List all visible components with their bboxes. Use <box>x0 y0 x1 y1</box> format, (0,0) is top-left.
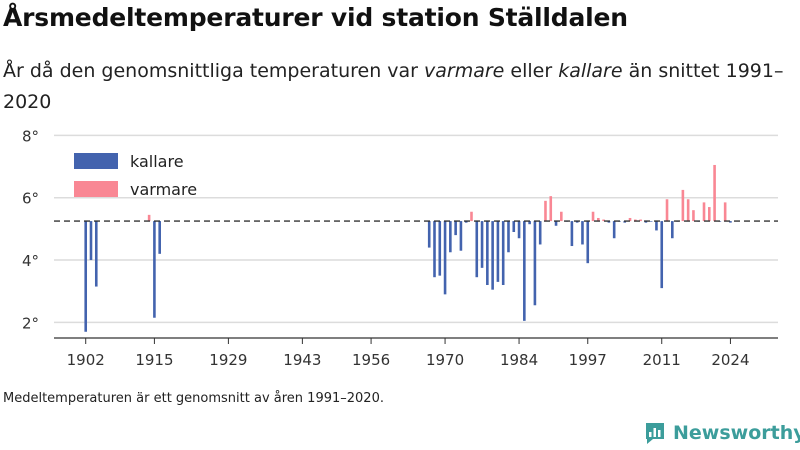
bar-kallare <box>501 221 505 285</box>
chart-title: Årsmedeltemperaturer vid station Ställda… <box>3 3 628 32</box>
bar-kallare <box>496 221 500 282</box>
bar-kallare <box>533 221 537 306</box>
y-tick-label: 4° <box>22 252 39 270</box>
bar-kallare <box>84 221 88 332</box>
bar-kallare <box>581 221 584 245</box>
bar-varmare <box>665 199 669 222</box>
bar-kallare <box>153 221 156 318</box>
bar-kallare <box>491 221 494 290</box>
bar-kallare <box>607 221 611 223</box>
bar-varmare <box>707 207 711 222</box>
x-tick-label: 1970 <box>426 351 464 369</box>
x-tick-label: 1915 <box>135 351 173 369</box>
bar-varmare <box>560 211 563 222</box>
bar-kallare <box>454 221 457 236</box>
footnote: Medeltemperaturen är ett genomsnitt av å… <box>3 391 384 406</box>
newsworthy-brand-name: Newsworthy <box>673 422 800 444</box>
bar-kallare <box>655 221 658 231</box>
bar-kallare <box>729 221 732 223</box>
bar-varmare <box>681 189 685 222</box>
bar-kallare <box>586 221 590 264</box>
x-tick-label: 1956 <box>352 351 390 369</box>
chart-subtitle: År då den genomsnittliga temperaturen va… <box>3 56 793 118</box>
bar-kallare <box>443 221 447 295</box>
bar-varmare <box>639 219 642 222</box>
y-tick-label: 6° <box>22 190 39 208</box>
bar-kallare <box>480 221 484 268</box>
bar-varmare <box>549 196 553 222</box>
bar-kallare <box>660 221 664 289</box>
subtitle-text: än snittet 1991–2020 <box>3 60 784 113</box>
bar-kallare <box>649 221 653 222</box>
bar-kallare <box>94 221 98 287</box>
bar-kallare <box>612 221 616 239</box>
legend-swatch-kallare <box>74 153 118 169</box>
legend-label-varmare: varmare <box>130 180 197 199</box>
bar-kallare <box>158 221 161 254</box>
legend-label-kallare: kallare <box>130 152 184 171</box>
bar-varmare <box>634 219 637 222</box>
legend-swatch-varmare <box>74 181 118 197</box>
bar-kallare <box>464 221 468 223</box>
bar-kallare <box>89 221 93 261</box>
bar-kallare <box>486 221 489 285</box>
bar-kallare <box>570 221 574 247</box>
bar-varmare <box>544 200 547 222</box>
bar-varmare <box>713 164 716 222</box>
bar-kallare <box>475 221 479 278</box>
bar-kallare <box>575 221 579 223</box>
bar-kallare <box>554 221 558 226</box>
bar-varmare <box>723 202 727 222</box>
bar-varmare <box>686 199 690 222</box>
bar-varmare <box>628 217 632 222</box>
bar-kallare <box>512 221 516 232</box>
bar-kallare <box>528 221 531 225</box>
bar-kallare <box>449 221 452 253</box>
y-tick-label: 8° <box>22 127 39 145</box>
bar-kallare <box>438 221 442 276</box>
x-tick-label: 2011 <box>643 351 681 369</box>
bar-varmare <box>591 211 595 222</box>
bar-varmare <box>702 202 706 222</box>
bar-varmare <box>597 217 600 222</box>
subtitle-colder: kallare <box>558 60 623 82</box>
subtitle-text: eller <box>504 60 559 82</box>
x-tick-label: 1943 <box>283 351 321 369</box>
subtitle-warmer: varmare <box>424 60 505 82</box>
y-tick-label: 2° <box>22 314 39 332</box>
x-tick-label: 1984 <box>500 351 538 369</box>
bar-kallare <box>517 221 521 239</box>
x-tick-label: 1929 <box>209 351 247 369</box>
newsworthy-logo-icon <box>646 423 664 444</box>
bar-kallare <box>538 221 542 245</box>
newsworthy-logo[interactable]: Newsworthy <box>644 419 800 447</box>
bar-varmare <box>470 211 473 222</box>
x-tick-label: 2024 <box>711 351 749 369</box>
subtitle-text: År då den genomsnittliga temperaturen va… <box>3 60 425 82</box>
bar-kallare <box>671 221 674 239</box>
bar-kallare <box>459 221 463 251</box>
bar-varmare <box>692 210 695 222</box>
bar-kallare <box>507 221 510 253</box>
bar-varmare <box>602 219 605 222</box>
bar-kallare <box>433 221 436 278</box>
bar-kallare <box>427 221 431 248</box>
bar-kallare <box>644 221 648 223</box>
bar-kallare <box>623 221 627 223</box>
x-tick-label: 1902 <box>67 351 105 369</box>
bar-kallare <box>523 221 526 321</box>
x-tick-label: 1997 <box>569 351 607 369</box>
bar-varmare <box>147 214 151 222</box>
